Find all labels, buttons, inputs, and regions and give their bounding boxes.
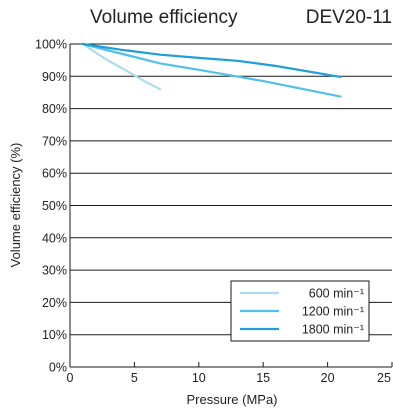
y-tick-label: 30% [42,264,67,278]
y-tick-label: 10% [42,328,67,342]
legend: 600 min⁻¹ 1200 min⁻¹ 1800 min⁻¹ [231,281,369,341]
x-tick-label: 25 [377,371,391,385]
x-tick-label: 0 [67,371,74,385]
y-axis-label: Volume efficiency (%) [8,143,23,268]
y-tick-label: 20% [42,296,67,310]
y-tick-label: 70% [42,134,67,148]
data-series [83,44,341,97]
y-tick-label: 80% [42,102,67,116]
x-tick-label: 15 [256,371,270,385]
x-tick-label: 10 [192,371,206,385]
y-tick-label: 90% [42,70,67,84]
y-tick-label: 40% [42,231,67,245]
y-tick-label: 100% [35,38,67,52]
legend-label: 600 min⁻¹ [309,287,364,301]
legend-label: 1800 min⁻¹ [302,323,364,337]
y-tick-label: 60% [42,167,67,181]
x-tick-label: 20 [321,371,335,385]
y-tick-label: 0% [49,361,67,375]
y-tick-label: 50% [42,199,67,213]
chart-subtitle: DEV20-11 [306,7,392,28]
x-tick-label: 5 [131,371,138,385]
legend-label: 1200 min⁻¹ [302,305,364,319]
x-axis-label: Pressure (MPa) [186,392,277,407]
chart-title: Volume efficiency [90,7,238,28]
